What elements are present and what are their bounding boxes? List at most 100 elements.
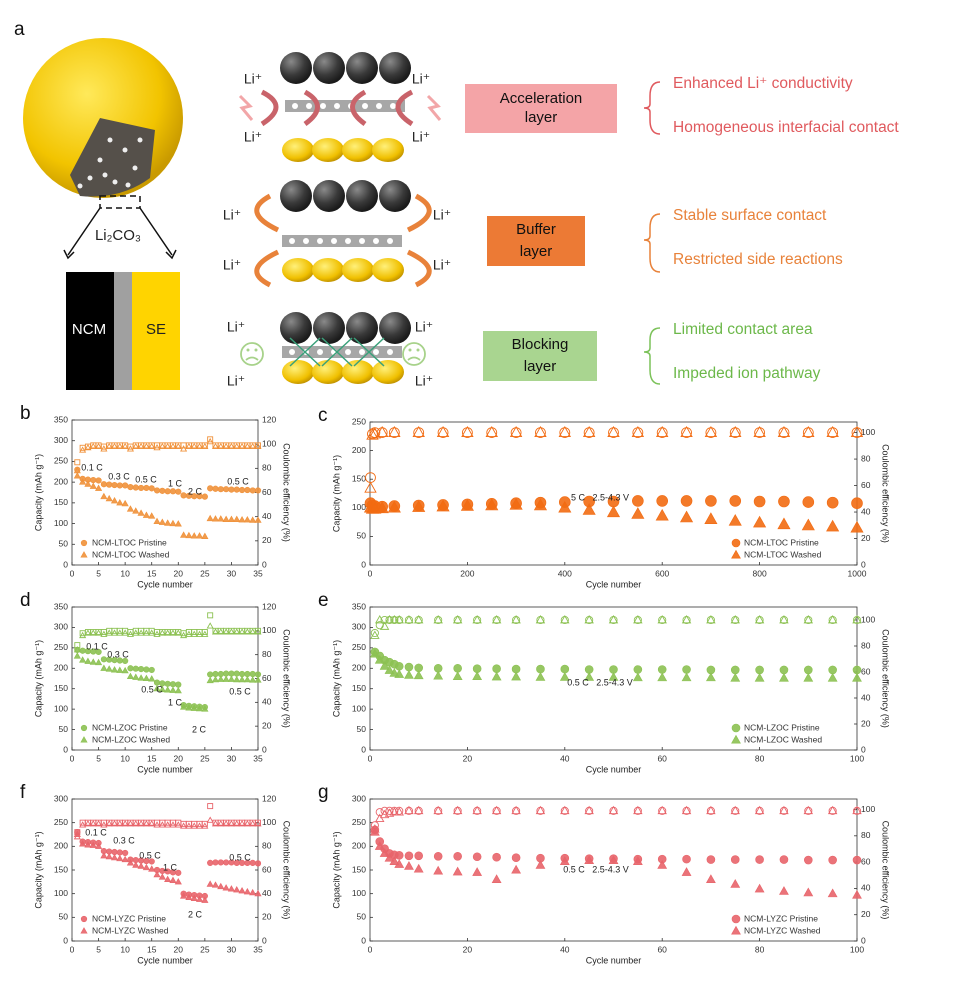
capacity-point — [153, 870, 161, 878]
capacity-point — [185, 704, 193, 711]
ce-point — [729, 425, 742, 438]
y-tick-label: 100 — [352, 888, 366, 898]
ce-point — [413, 614, 424, 624]
capacity-point — [730, 665, 740, 675]
ce-point — [185, 630, 193, 637]
capacity-point — [110, 853, 119, 861]
capacity-point — [404, 662, 414, 672]
coating-layer — [282, 235, 402, 247]
y2-tick-label: 100 — [262, 625, 276, 635]
legend-marker — [731, 925, 741, 935]
y-tick-label: 0 — [361, 935, 366, 945]
y2-tick-label: 20 — [262, 720, 272, 730]
x-tick-label: 15 — [147, 753, 157, 763]
ce-point — [142, 442, 150, 450]
ce-point — [174, 821, 182, 828]
annotation: 0.3 C — [107, 649, 129, 659]
ce-point — [153, 821, 161, 828]
x-tick-label: 20 — [463, 753, 473, 763]
capacity-point — [394, 851, 404, 860]
annotation: 1 C — [168, 697, 183, 707]
x-tick-label: 80 — [755, 753, 765, 763]
ce-point — [233, 820, 241, 827]
x-tick-label: 25 — [200, 944, 210, 954]
ce-point — [558, 425, 572, 438]
ce-point — [89, 629, 97, 636]
x-tick-label: 35 — [253, 944, 263, 954]
x-tick-label: 30 — [227, 753, 237, 763]
capacity-point — [254, 516, 262, 523]
capacity-point — [84, 841, 92, 848]
spark-icons — [238, 94, 442, 121]
coating-layer — [285, 100, 405, 112]
ce-point — [436, 425, 450, 438]
x-tick-label: 40 — [560, 753, 570, 763]
y-tick-label: 300 — [54, 793, 68, 803]
capacity-point — [180, 531, 188, 538]
ce-point — [535, 614, 546, 624]
ce-point — [375, 425, 389, 438]
brace — [643, 327, 661, 385]
annotation: 0.3 C — [113, 835, 135, 845]
capacity-point — [244, 486, 251, 494]
ce-point — [100, 445, 108, 452]
capacity-point — [394, 859, 405, 868]
capacity-point — [122, 657, 129, 665]
capacity-point — [211, 515, 220, 522]
y-tick-label: 250 — [352, 642, 366, 652]
capacity-point — [201, 705, 209, 712]
ce-point — [79, 631, 87, 639]
capacity-point — [206, 676, 214, 684]
ce-point — [105, 442, 113, 450]
capacity-point — [190, 894, 198, 901]
capacity-point — [453, 851, 462, 861]
ce-point — [704, 425, 718, 438]
capacity-point — [148, 666, 155, 674]
ce-point — [803, 805, 814, 815]
capacity-point — [243, 887, 251, 895]
capacity-point — [413, 863, 424, 873]
y2-tick-label: 40 — [861, 883, 871, 893]
ce-point — [461, 425, 474, 438]
capacity-point — [491, 671, 502, 681]
capacity-point — [705, 672, 716, 682]
capacity-point — [632, 495, 644, 507]
ce-point — [132, 820, 140, 827]
y-tick-label: 0 — [63, 559, 68, 569]
capacity-point — [728, 514, 742, 526]
y-tick-label: 100 — [54, 703, 68, 713]
ce-point — [217, 628, 225, 635]
capacity-point — [79, 656, 87, 663]
x-tick-label: 600 — [655, 568, 669, 578]
ion-label: Li⁺ — [433, 207, 451, 223]
ce-point — [802, 425, 815, 438]
capacity-point — [159, 487, 166, 494]
annotation: 0.5 C — [141, 684, 163, 694]
ce-point — [243, 820, 251, 827]
capacity-point — [632, 672, 643, 682]
capacity-point — [511, 671, 522, 681]
y2-axis-label: Coulombic efficiency (%) — [881, 444, 891, 543]
y-tick-label: 0 — [63, 744, 68, 754]
capacity-point — [195, 532, 204, 539]
ce-point — [633, 805, 643, 815]
annotation: 0.5 C — [229, 686, 251, 696]
capacity-point — [779, 665, 789, 675]
capacity-point — [369, 648, 380, 658]
x-tick-label: 0 — [368, 944, 373, 954]
y2-tick-label: 120 — [262, 601, 276, 611]
capacity-point — [153, 517, 161, 525]
capacity-point — [753, 515, 767, 528]
x-tick-label: 60 — [657, 944, 667, 954]
capacity-point — [801, 518, 815, 531]
ce-point — [753, 425, 766, 438]
ce-point — [404, 614, 414, 624]
legend-marker — [80, 551, 88, 558]
y-tick-label: 0 — [361, 559, 366, 569]
ce-point — [211, 820, 220, 827]
layer-label: layer — [525, 109, 558, 126]
ce-point — [779, 614, 789, 624]
capacity-point — [217, 515, 225, 522]
